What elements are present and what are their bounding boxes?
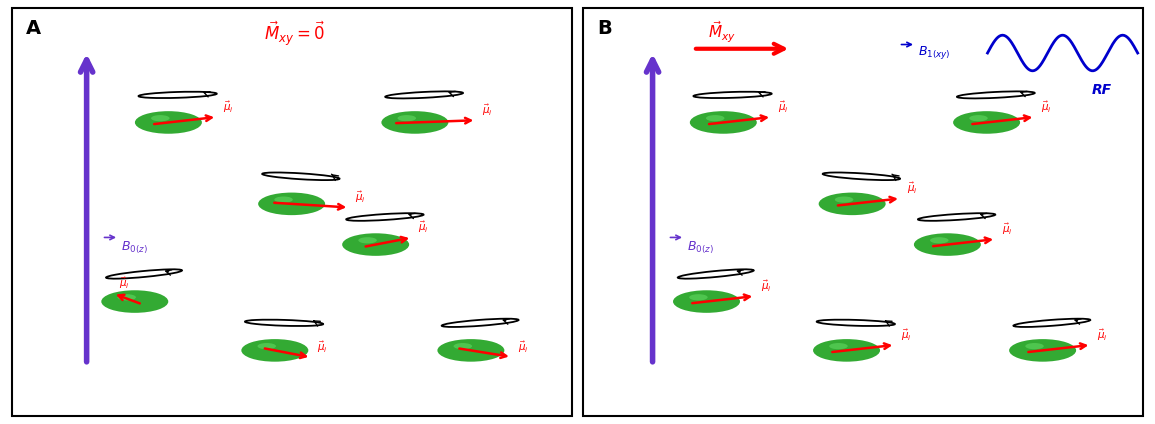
Text: $B_{0(z)}$: $B_{0(z)}$ — [121, 240, 148, 256]
Text: $\vec{\mu}_i$: $\vec{\mu}_i$ — [1001, 221, 1013, 237]
Text: $\vec{M}_{xy}$: $\vec{M}_{xy}$ — [708, 19, 736, 45]
Ellipse shape — [969, 115, 988, 121]
Text: $\vec{M}_{xy}= \vec{0}$: $\vec{M}_{xy}= \vec{0}$ — [263, 19, 326, 48]
Ellipse shape — [835, 196, 854, 203]
Ellipse shape — [953, 111, 1020, 134]
Ellipse shape — [275, 196, 293, 203]
Text: $B_{1(xy)}$: $B_{1(xy)}$ — [918, 45, 951, 61]
Text: RF: RF — [1091, 83, 1111, 97]
Ellipse shape — [397, 115, 416, 121]
Ellipse shape — [342, 233, 409, 256]
Ellipse shape — [241, 339, 308, 362]
Ellipse shape — [706, 115, 724, 121]
Text: $\vec{\mu}_i$: $\vec{\mu}_i$ — [517, 339, 528, 355]
Text: $\vec{\mu}_i$: $\vec{\mu}_i$ — [355, 190, 366, 205]
Text: $\vec{\mu}_i$: $\vec{\mu}_i$ — [901, 327, 911, 343]
Ellipse shape — [813, 339, 880, 362]
Ellipse shape — [673, 290, 740, 313]
Ellipse shape — [829, 343, 848, 349]
Ellipse shape — [930, 237, 948, 243]
Bar — [12, 8, 572, 416]
Ellipse shape — [1026, 343, 1044, 349]
Text: B: B — [597, 19, 612, 38]
Ellipse shape — [151, 115, 170, 121]
Text: $\vec{\mu}_i$: $\vec{\mu}_i$ — [223, 99, 233, 115]
Ellipse shape — [102, 290, 169, 313]
Ellipse shape — [381, 111, 448, 134]
Ellipse shape — [118, 294, 136, 301]
Text: $\vec{\mu}_i$: $\vec{\mu}_i$ — [482, 103, 493, 118]
Ellipse shape — [914, 233, 981, 256]
Ellipse shape — [358, 237, 377, 243]
Ellipse shape — [819, 192, 886, 215]
Ellipse shape — [135, 111, 202, 134]
Text: $\vec{\mu}_i$: $\vec{\mu}_i$ — [907, 181, 917, 196]
Ellipse shape — [438, 339, 505, 362]
Ellipse shape — [454, 343, 472, 349]
Text: $\vec{\mu}_i$: $\vec{\mu}_i$ — [418, 220, 429, 235]
Ellipse shape — [1009, 339, 1076, 362]
Text: A: A — [25, 19, 40, 38]
Ellipse shape — [258, 343, 276, 349]
Text: $\vec{\mu}_i$: $\vec{\mu}_i$ — [777, 99, 789, 115]
Text: $\vec{\mu}_i$: $\vec{\mu}_i$ — [1097, 327, 1108, 343]
Text: $B_{0(z)}$: $B_{0(z)}$ — [687, 240, 714, 256]
Text: $\vec{\mu}_i$: $\vec{\mu}_i$ — [1041, 99, 1052, 115]
Ellipse shape — [690, 294, 708, 301]
Text: $\vec{\mu}_i$: $\vec{\mu}_i$ — [316, 340, 328, 355]
Ellipse shape — [690, 111, 757, 134]
Text: $\vec{\mu}_i$: $\vec{\mu}_i$ — [119, 276, 129, 291]
Text: $\vec{\mu}_i$: $\vec{\mu}_i$ — [761, 279, 772, 294]
Ellipse shape — [258, 192, 326, 215]
Bar — [583, 8, 1143, 416]
